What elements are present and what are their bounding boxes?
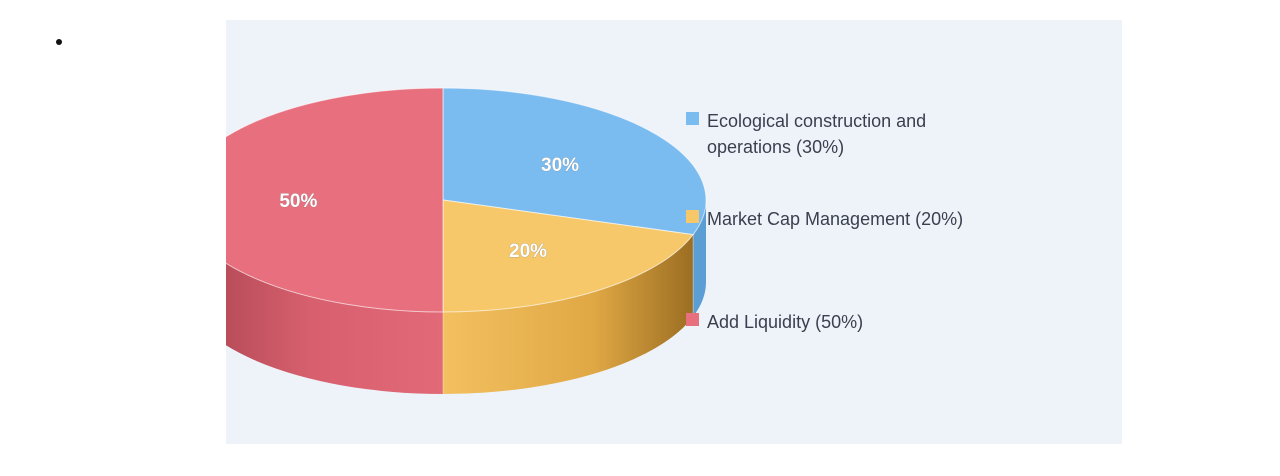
- pie-top-layer: [226, 87, 707, 313]
- pie-slice-add-liquidity: [226, 87, 444, 313]
- legend-swatch-icon: [686, 313, 699, 326]
- pie-data-label-add-liquidity: 50%: [279, 191, 317, 212]
- pie-data-label-ecological-construction-and-operations: 30%: [541, 155, 579, 176]
- pie-side-market-cap-management: [443, 234, 694, 394]
- legend-label: Market Cap Management (20%): [707, 209, 964, 229]
- legend-label: Ecological construction and operations (3…: [707, 111, 927, 157]
- pie-side-add-liquidity: [226, 263, 443, 394]
- pie-label-layer: 30% 20% 50%: [279, 154, 580, 262]
- legend-swatch-icon: [686, 112, 699, 125]
- bullet-point-icon: [56, 39, 62, 45]
- pie-slice-market-cap-management: [442, 199, 695, 313]
- legend-item-add-liquidity: Add Liquidity (50%): [686, 309, 863, 335]
- legend-swatch-icon: [686, 210, 699, 223]
- legend-label: Add Liquidity (50%): [707, 312, 864, 332]
- pie-side-ecological-construction-and-operations: [693, 200, 706, 317]
- pie-slice-ecological-construction-and-operations: [442, 87, 707, 236]
- chart-panel: 30% 20% 50% Ecological construction and ope…: [226, 20, 1122, 444]
- pie-data-label-market-cap-management: 20%: [509, 241, 547, 262]
- legend-item-ecological-construction-and-operations: Ecological construction and operations (3…: [686, 108, 926, 160]
- pie-chart: 30% 20% 50%: [226, 87, 707, 394]
- pie-side-layer: [226, 200, 706, 394]
- legend-item-market-cap-management: Market Cap Management (20%): [686, 206, 963, 232]
